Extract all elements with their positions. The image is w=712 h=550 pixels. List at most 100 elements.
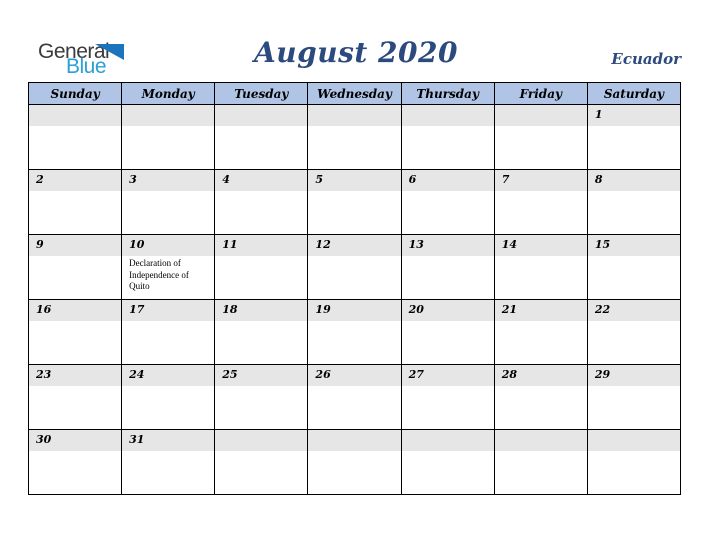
date-number: 28 xyxy=(501,368,518,381)
day-cell-body xyxy=(588,191,680,234)
day-cell: 2 xyxy=(27,169,123,235)
week-row: 16 17 18 19 20 21 22 xyxy=(27,299,682,365)
day-cell-body xyxy=(215,191,307,234)
day-cell-body xyxy=(122,386,214,429)
day-cell-body xyxy=(122,126,214,169)
day-cell-body xyxy=(215,256,307,299)
date-number: 18 xyxy=(222,303,238,316)
day-cell xyxy=(493,429,588,495)
day-cell-body xyxy=(215,126,307,169)
date-band: 5 xyxy=(308,170,401,191)
date-number: 21 xyxy=(501,303,518,316)
date-number: 22 xyxy=(594,303,611,316)
week-row: 1 xyxy=(27,104,682,170)
day-cell-body xyxy=(402,256,494,299)
day-cell xyxy=(493,104,588,170)
day-cell-body xyxy=(588,386,680,429)
date-band: 8 xyxy=(587,170,680,191)
date-number: 5 xyxy=(315,173,324,186)
date-band: 4 xyxy=(215,170,308,191)
day-cell: 4 xyxy=(214,169,309,235)
date-band: 24 xyxy=(122,365,215,386)
day-cell xyxy=(121,104,216,170)
day-cell: 28 xyxy=(493,364,588,430)
day-cell-body: Declaration of Independence of Quito xyxy=(122,256,214,299)
date-band: 20 xyxy=(401,300,494,321)
day-cell: 8 xyxy=(586,169,682,235)
day-cell-body xyxy=(495,256,587,299)
date-number: 29 xyxy=(594,368,611,381)
day-cell-body xyxy=(495,126,587,169)
date-band xyxy=(587,430,680,451)
date-band: 31 xyxy=(122,430,215,451)
week-row: 30 31 xyxy=(27,429,682,495)
day-cell: 7 xyxy=(493,169,588,235)
day-cell: 9 xyxy=(27,234,123,300)
day-cell-body xyxy=(495,321,587,364)
date-band: 6 xyxy=(401,170,494,191)
day-cell: 26 xyxy=(307,364,402,430)
day-cell: 14 xyxy=(493,234,588,300)
day-cell xyxy=(214,104,309,170)
date-number: 12 xyxy=(315,238,331,251)
day-cell xyxy=(307,429,402,495)
day-cell-body xyxy=(308,386,400,429)
day-cell-body xyxy=(122,451,214,494)
day-cell-body xyxy=(402,191,494,234)
day-cell-body xyxy=(308,191,400,234)
day-cell: 15 xyxy=(586,234,682,300)
day-cell xyxy=(27,104,123,170)
date-number: 30 xyxy=(36,433,52,446)
day-cell xyxy=(400,104,495,170)
day-cell-body xyxy=(29,386,121,429)
date-number: 1 xyxy=(594,108,603,121)
date-band: 19 xyxy=(308,300,401,321)
date-band: 17 xyxy=(122,300,215,321)
date-number: 16 xyxy=(36,303,52,316)
date-number: 25 xyxy=(222,368,238,381)
date-number: 9 xyxy=(36,238,44,251)
date-band: 11 xyxy=(215,235,308,256)
day-cell: 22 xyxy=(586,299,682,365)
date-band xyxy=(401,105,494,126)
date-number: 31 xyxy=(129,433,145,446)
day-cell-body xyxy=(122,191,214,234)
date-number: 17 xyxy=(129,303,145,316)
day-cell-body xyxy=(588,321,680,364)
date-band: 2 xyxy=(29,170,122,191)
day-cell: 23 xyxy=(27,364,123,430)
date-number: 24 xyxy=(129,368,145,381)
date-number: 19 xyxy=(315,303,331,316)
date-band xyxy=(215,105,308,126)
day-cell-body xyxy=(588,256,680,299)
day-cell: 24 xyxy=(121,364,216,430)
date-number: 23 xyxy=(36,368,52,381)
date-band: 23 xyxy=(29,365,122,386)
date-number: 6 xyxy=(408,173,417,186)
day-cell: 12 xyxy=(307,234,402,300)
weekday-header-wednesday: Wednesday xyxy=(307,82,402,105)
date-number: 26 xyxy=(315,368,331,381)
day-cell-body xyxy=(122,321,214,364)
weekday-header-tuesday: Tuesday xyxy=(214,82,309,105)
day-cell-body xyxy=(215,451,307,494)
date-band: 14 xyxy=(494,235,587,256)
day-cell-body xyxy=(402,386,494,429)
day-cell: 3 xyxy=(121,169,216,235)
date-band: 29 xyxy=(587,365,680,386)
day-cell-body xyxy=(29,451,121,494)
day-cell-body xyxy=(308,451,400,494)
day-cell-body xyxy=(402,451,494,494)
month-title: August 2020 xyxy=(254,36,458,69)
day-cell xyxy=(400,429,495,495)
week-row: 9 10 Declaration of Independence of Quito… xyxy=(27,234,682,300)
day-cell xyxy=(586,429,682,495)
date-band xyxy=(122,105,215,126)
date-band xyxy=(308,430,401,451)
weekday-header-monday: Monday xyxy=(121,82,216,105)
date-number: 15 xyxy=(594,238,611,251)
date-band: 13 xyxy=(401,235,494,256)
weekday-header-thursday: Thursday xyxy=(400,82,495,105)
general-blue-logo: General Blue xyxy=(38,40,158,80)
day-cell xyxy=(307,104,402,170)
